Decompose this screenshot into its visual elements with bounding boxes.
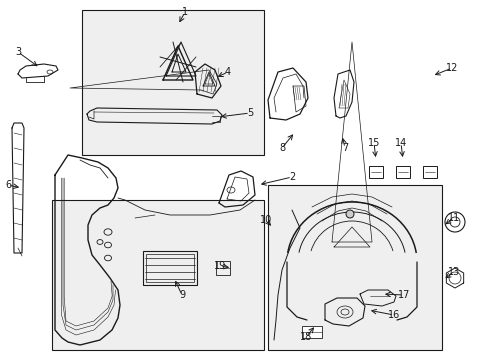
Text: 17: 17 <box>397 290 409 300</box>
Bar <box>422 166 436 178</box>
Text: 3: 3 <box>15 47 21 57</box>
Text: 5: 5 <box>246 108 253 118</box>
Bar <box>82 10 264 155</box>
Text: 6: 6 <box>5 180 11 190</box>
Text: 15: 15 <box>367 138 379 148</box>
Bar <box>395 166 409 178</box>
Text: 2: 2 <box>288 172 295 182</box>
Ellipse shape <box>444 212 464 232</box>
Ellipse shape <box>449 217 459 227</box>
Text: 13: 13 <box>447 267 459 277</box>
Text: 16: 16 <box>387 310 399 320</box>
Text: 4: 4 <box>224 67 231 77</box>
Text: 14: 14 <box>394 138 407 148</box>
Bar <box>216 261 229 275</box>
Text: 19: 19 <box>213 261 225 271</box>
Text: 1: 1 <box>182 7 188 17</box>
Text: 12: 12 <box>445 63 457 73</box>
Bar <box>52 200 264 350</box>
Ellipse shape <box>346 210 353 218</box>
Bar <box>368 166 382 178</box>
Text: 7: 7 <box>341 143 347 153</box>
Bar <box>302 326 321 338</box>
Text: 11: 11 <box>447 213 459 223</box>
Ellipse shape <box>448 272 460 284</box>
Bar <box>267 185 441 350</box>
Text: 18: 18 <box>299 332 311 342</box>
Bar <box>142 251 197 285</box>
Text: 10: 10 <box>259 215 271 225</box>
Text: 9: 9 <box>179 290 184 300</box>
Bar <box>146 254 194 282</box>
Text: 8: 8 <box>278 143 285 153</box>
